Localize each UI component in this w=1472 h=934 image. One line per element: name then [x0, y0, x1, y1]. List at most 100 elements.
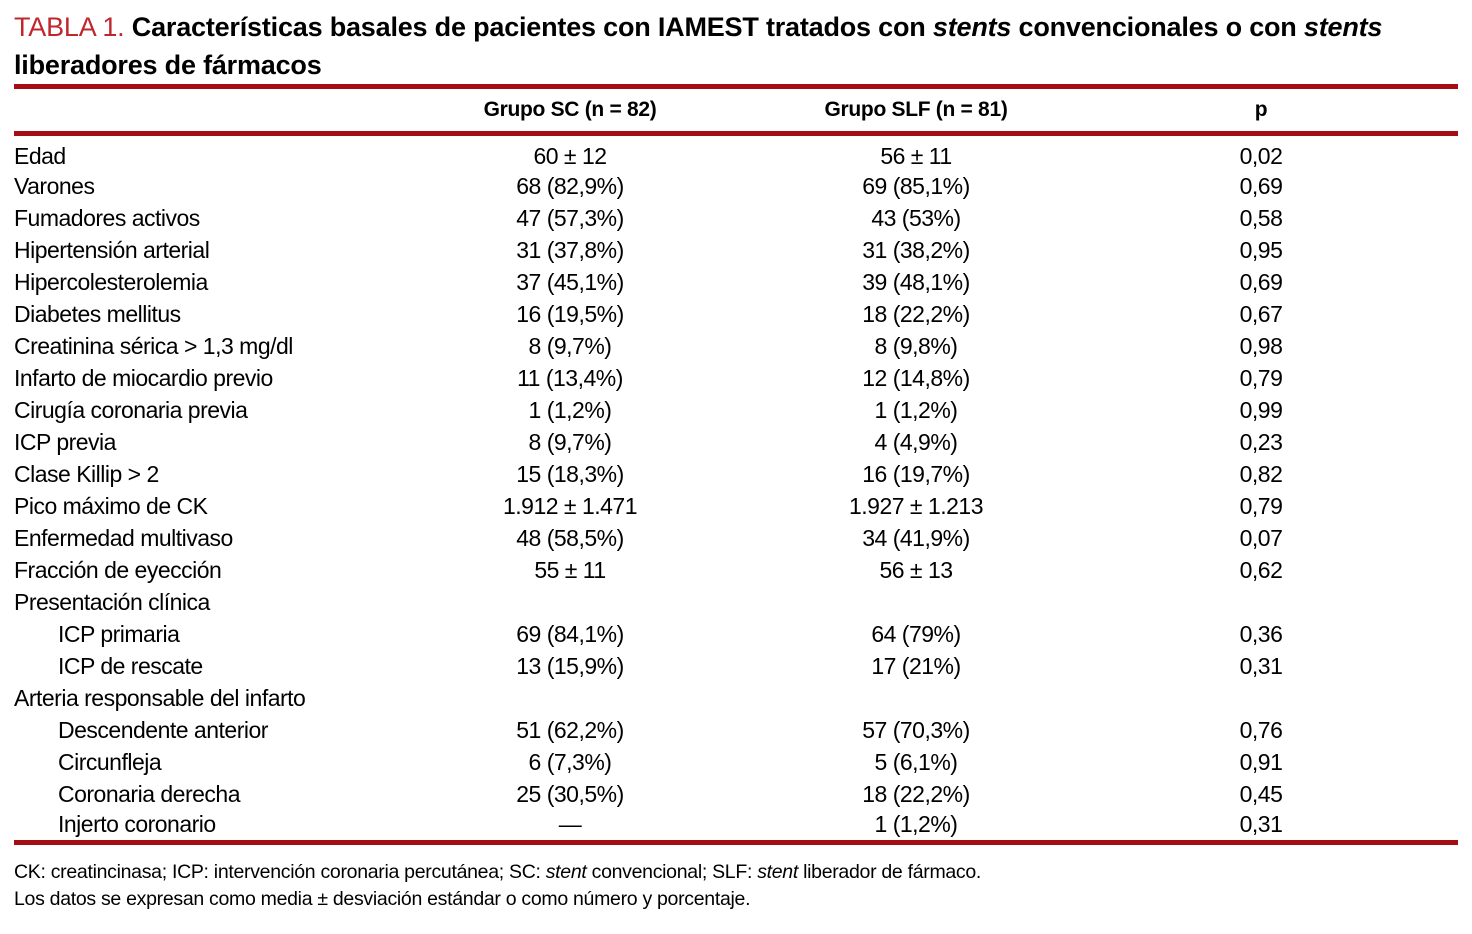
- value-grupo-slf: 31 (38,2%): [862, 236, 970, 263]
- table-row: Diabetes mellitus 16 (19,5%) 18 (22,2%) 0,6…: [14, 298, 1458, 330]
- value-p: 0,62: [1239, 556, 1283, 583]
- row-label: Hipertensión arterial: [14, 236, 210, 263]
- row-spacer: [1396, 330, 1458, 362]
- value-grupo-slf: 43 (53%): [871, 204, 961, 231]
- row-label: Fracción de eyección: [14, 556, 222, 583]
- value-grupo-slf: 39 (48,1%): [862, 268, 970, 295]
- row-label: Enfermedad multivaso: [14, 524, 233, 551]
- value-grupo-sc: 31 (37,8%): [516, 236, 624, 263]
- row-label: Arteria responsable del infarto: [14, 684, 306, 711]
- table-title-line1: TABLA 1. Características basales de paci…: [14, 8, 1458, 46]
- table-row: Edad 60 ± 12 56 ± 11 0,02: [14, 134, 1458, 171]
- value-p: 0,31: [1239, 811, 1283, 838]
- row-spacer: [1396, 362, 1458, 394]
- value-p: 0,95: [1239, 236, 1283, 263]
- row-spacer: [1396, 810, 1458, 842]
- value-p: [1126, 682, 1396, 714]
- row-spacer: [1396, 490, 1458, 522]
- row-spacer: [1396, 266, 1458, 298]
- row-spacer: [1396, 554, 1458, 586]
- value-grupo-sc: 48 (58,5%): [516, 524, 624, 551]
- value-p: [1126, 586, 1396, 618]
- row-label: Hipercolesterolemia: [14, 268, 208, 295]
- column-header-p: p: [1254, 98, 1268, 121]
- row-spacer: [1396, 618, 1458, 650]
- value-grupo-slf: 64 (79%): [871, 620, 961, 647]
- value-grupo-sc: 13 (15,9%): [516, 652, 624, 679]
- footnote1-stent-italic-2: stent: [757, 860, 798, 883]
- row-label: Injerto coronario: [58, 811, 216, 838]
- value-grupo-sc: 55 ± 11: [534, 556, 606, 583]
- row-spacer: [1396, 234, 1458, 266]
- row-label: Creatinina sérica > 1,3 mg/dl: [14, 332, 293, 359]
- value-grupo-sc: 1 (1,2%): [528, 396, 612, 423]
- table-row: ICP previa 8 (9,7%) 4 (4,9%) 0,23: [14, 426, 1458, 458]
- header-spacer: [1396, 87, 1458, 134]
- table-row: Coronaria derecha 25 (30,5%) 18 (22,2%) 0,4…: [14, 778, 1458, 810]
- value-grupo-slf: 34 (41,9%): [862, 524, 970, 551]
- row-label: Descendente anterior: [58, 716, 268, 743]
- row-label: Coronaria derecha: [58, 780, 241, 807]
- title-stents-italic-2: stents: [1303, 12, 1383, 42]
- row-spacer: [1396, 426, 1458, 458]
- value-grupo-sc: 51 (62,2%): [516, 716, 624, 743]
- value-grupo-slf: 17 (21%): [871, 652, 961, 679]
- row-label: Infarto de miocardio previo: [14, 364, 273, 391]
- value-grupo-slf: 18 (22,2%): [862, 780, 970, 807]
- value-grupo-slf: [706, 682, 1126, 714]
- baseline-characteristics-table: Grupo SC (n = 82) Grupo SLF (n = 81) p E…: [14, 84, 1458, 845]
- value-grupo-slf: 1 (1,2%): [874, 811, 958, 838]
- table-title: TABLA 1. Características basales de paci…: [14, 8, 1458, 84]
- value-grupo-sc: 60 ± 12: [533, 143, 607, 169]
- value-grupo-slf: 56 ± 11: [880, 143, 952, 169]
- value-grupo-sc: 1.912 ± 1.471: [502, 492, 638, 519]
- row-spacer: [1396, 714, 1458, 746]
- footnote-abbreviations: CK: creatincinasa; ICP: intervención cor…: [14, 859, 1458, 886]
- value-p: 0,69: [1239, 268, 1283, 295]
- value-grupo-sc: 6 (7,3%): [528, 748, 612, 775]
- value-grupo-slf: 16 (19,7%): [862, 460, 970, 487]
- row-spacer: [1396, 778, 1458, 810]
- value-grupo-slf: 12 (14,8%): [862, 364, 970, 391]
- value-p: 0,31: [1239, 652, 1283, 679]
- table-row: ICP primaria 69 (84,1%) 64 (79%) 0,36: [14, 618, 1458, 650]
- table-row: Varones 68 (82,9%) 69 (85,1%) 0,69: [14, 170, 1458, 202]
- value-grupo-slf: 8 (9,8%): [874, 332, 958, 359]
- column-header-grupo-sc: Grupo SC (n = 82): [483, 98, 657, 121]
- table-row: Presentación clínica: [14, 586, 1458, 618]
- value-grupo-sc: 47 (57,3%): [516, 204, 624, 231]
- value-p: 0,23: [1239, 428, 1283, 455]
- value-p: 0,91: [1239, 748, 1283, 775]
- value-grupo-slf: 57 (70,3%): [862, 716, 970, 743]
- value-grupo-slf: [706, 586, 1126, 618]
- table-row: Fumadores activos 47 (57,3%) 43 (53%) 0,58: [14, 202, 1458, 234]
- table-row: Arteria responsable del infarto: [14, 682, 1458, 714]
- row-spacer: [1396, 650, 1458, 682]
- table-row: Fracción de eyección 55 ± 11 56 ± 13 0,62: [14, 554, 1458, 586]
- title-stents-italic-1: stents: [932, 12, 1012, 42]
- row-label: Varones: [14, 172, 95, 199]
- footnote1-text-2: convencional; SLF:: [586, 860, 758, 883]
- table-row: Cirugía coronaria previa 1 (1,2%) 1 (1,2%)…: [14, 394, 1458, 426]
- row-label: ICP primaria: [58, 620, 180, 647]
- value-p: 0,58: [1239, 204, 1283, 231]
- row-label: Edad: [14, 143, 66, 169]
- paper-table-page: TABLA 1. Características basales de paci…: [14, 8, 1458, 913]
- title-text-2: convencionales o con: [1011, 12, 1304, 42]
- row-spacer: [1396, 202, 1458, 234]
- table-footnotes: CK: creatincinasa; ICP: intervención cor…: [14, 859, 1458, 913]
- table-row: Injerto coronario — 1 (1,2%) 0,31: [14, 810, 1458, 842]
- table-header-row: Grupo SC (n = 82) Grupo SLF (n = 81) p: [14, 86, 1458, 134]
- table-row: ICP de rescate 13 (15,9%) 17 (21%) 0,31: [14, 650, 1458, 682]
- value-grupo-sc: 69 (84,1%): [516, 620, 624, 647]
- value-grupo-sc: 15 (18,3%): [516, 460, 624, 487]
- footnote1-text-3: liberador de fármaco.: [797, 860, 982, 883]
- value-p: 0,36: [1239, 620, 1283, 647]
- value-p: 0,76: [1239, 716, 1283, 743]
- column-header-grupo-slf: Grupo SLF (n = 81): [824, 98, 1008, 121]
- row-spacer: [1396, 458, 1458, 490]
- table-header: Grupo SC (n = 82) Grupo SLF (n = 81) p: [14, 86, 1458, 134]
- table-row: Enfermedad multivaso 48 (58,5%) 34 (41,9%)…: [14, 522, 1458, 554]
- value-grupo-sc: 25 (30,5%): [516, 780, 624, 807]
- table-row: Creatinina sérica > 1,3 mg/dl 8 (9,7%) 8 (…: [14, 330, 1458, 362]
